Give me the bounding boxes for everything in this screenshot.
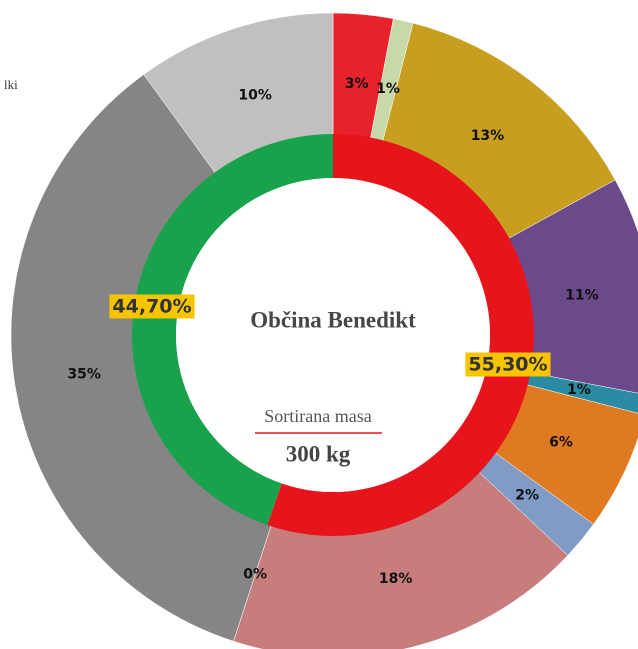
data-label: 35% <box>67 366 101 382</box>
data-label: 3% <box>345 76 369 92</box>
center-label: 300 kg <box>286 441 351 466</box>
data-label: 13% <box>471 128 505 144</box>
data-label: 44,70% <box>112 296 191 318</box>
center-disc <box>176 178 490 492</box>
inner-segment <box>131 134 333 525</box>
data-label: 1% <box>376 81 400 97</box>
data-label: 10% <box>238 87 272 103</box>
data-label: 1% <box>567 382 591 398</box>
chart-title: Občina Benedikt <box>250 307 416 332</box>
legend-fragment: lki <box>4 77 18 92</box>
subtitle: Sortirana masa <box>264 406 371 426</box>
data-label: 55,30% <box>468 354 547 376</box>
data-label: 18% <box>379 571 413 587</box>
label-box <box>109 294 195 319</box>
data-label: 6% <box>549 434 573 450</box>
label-box <box>465 352 551 377</box>
data-label: 0% <box>243 567 267 583</box>
data-label: 11% <box>565 288 599 304</box>
inner-segment <box>267 134 534 536</box>
data-label: 2% <box>515 488 539 504</box>
